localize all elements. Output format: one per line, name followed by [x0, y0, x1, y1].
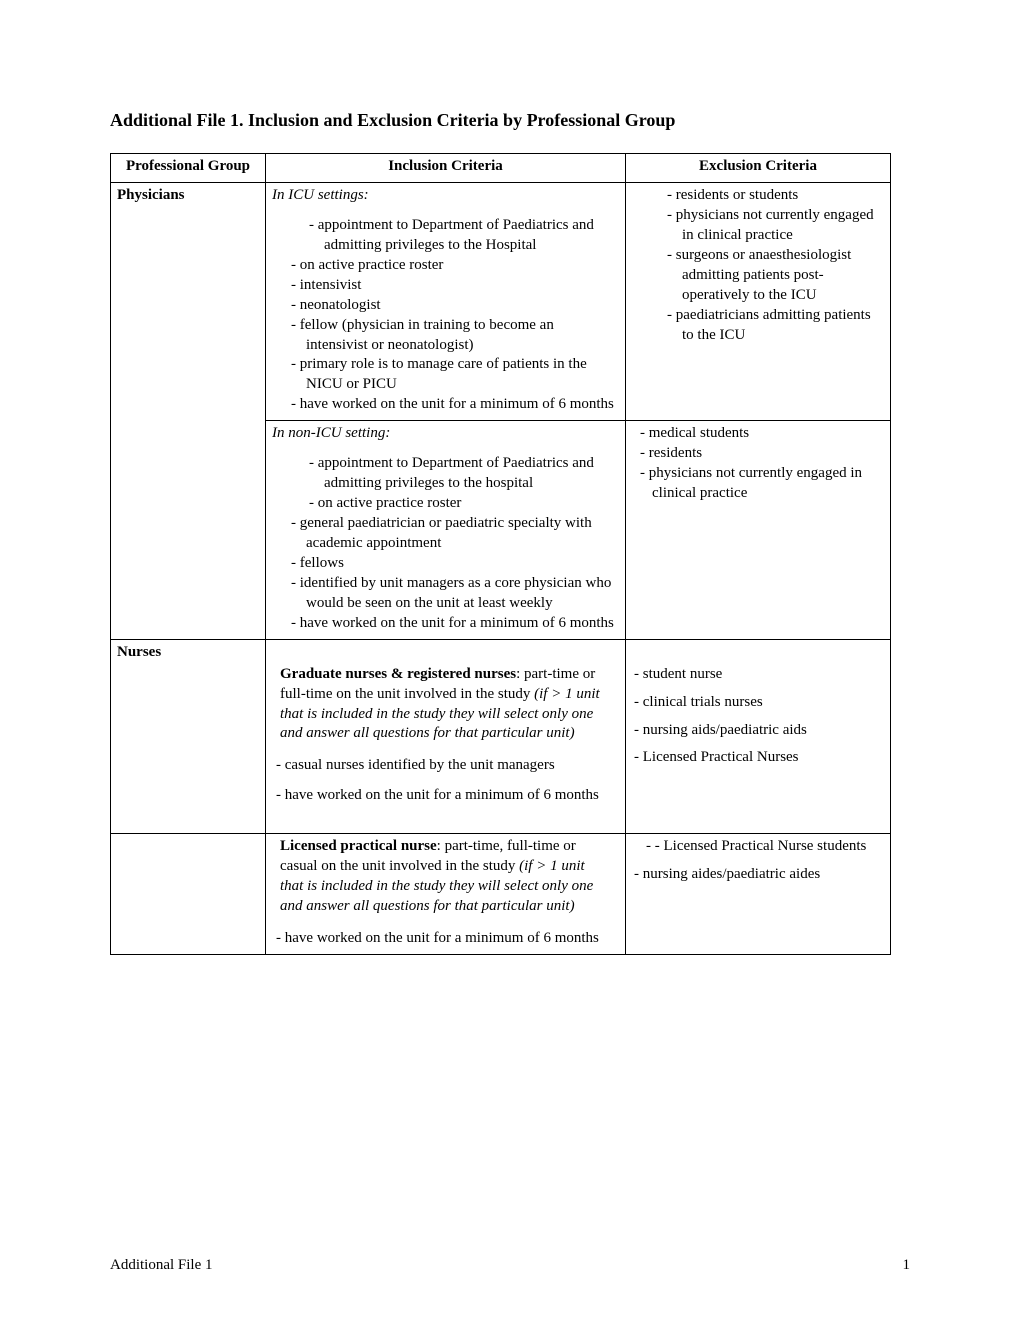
- list-item: fellows: [306, 554, 619, 574]
- header-exclusion: Exclusion Criteria: [626, 154, 891, 183]
- list-item: have worked on the unit for a minimum of…: [306, 614, 619, 634]
- table-row: Licensed practical nurse: part-time, ful…: [111, 834, 891, 955]
- header-group: Professional Group: [111, 154, 266, 183]
- physicians-nonicu-exclusion: medical students residents physicians no…: [626, 421, 891, 639]
- icu-inclusion-list: appointment to Department of Paediatrics…: [292, 216, 619, 415]
- list-item: fellow (physician in training to become …: [306, 316, 619, 356]
- list-item: have worked on the unit for a minimum of…: [306, 395, 619, 415]
- criteria-table: Professional Group Inclusion Criteria Ex…: [110, 153, 891, 955]
- lpn-lead-bold: Licensed practical nurse: [280, 838, 437, 854]
- list-item: Licensed Practical Nurses: [646, 748, 884, 768]
- list-item: physicians not currently engaged in clin…: [652, 464, 884, 504]
- physicians-nonicu-inclusion: In non-ICU setting: appointment to Depar…: [266, 421, 626, 639]
- document-page: Additional File 1. Inclusion and Exclusi…: [0, 0, 1020, 1320]
- list-item: intensivist: [306, 276, 619, 296]
- page-footer: Additional File 1 1: [110, 1257, 910, 1274]
- list-item: medical students: [652, 424, 884, 444]
- nonicu-heading: In non-ICU setting:: [272, 425, 390, 441]
- list-item: on active practice roster: [324, 494, 619, 514]
- lpn-inclusion-list: have worked on the unit for a minimum of…: [272, 929, 619, 949]
- list-item: have worked on the unit for a minimum of…: [288, 929, 619, 949]
- list-item: have worked on the unit for a minimum of…: [288, 786, 619, 806]
- nurses-inclusion-list: casual nurses identified by the unit man…: [272, 756, 619, 776]
- list-item: identified by unit managers as a core ph…: [306, 574, 619, 614]
- list-item: residents: [652, 444, 884, 464]
- list-item: surgeons or anaesthesiologist admitting …: [682, 246, 884, 306]
- list-item: student nurse: [646, 665, 884, 685]
- footer-right: 1: [903, 1257, 911, 1274]
- table-row: Physicians In ICU settings: appointment …: [111, 182, 891, 420]
- nurses-exclusion: student nurse clinical trials nurses nur…: [626, 639, 891, 834]
- list-item: general paediatrician or paediatric spec…: [306, 514, 619, 554]
- list-item: - Licensed Practical Nurse students: [646, 837, 884, 857]
- list-item: clinical trials nurses: [646, 693, 884, 713]
- nonicu-inclusion-list: appointment to Department of Paediatrics…: [292, 454, 619, 633]
- lpn-exc1-text: Licensed Practical Nurse students: [664, 838, 867, 854]
- physicians-icu-inclusion: In ICU settings: appointment to Departme…: [266, 182, 626, 420]
- list-item: casual nurses identified by the unit man…: [288, 756, 619, 776]
- physicians-icu-exclusion: residents or students physicians not cur…: [626, 182, 891, 420]
- lpn-lead: Licensed practical nurse: part-time, ful…: [272, 837, 619, 917]
- list-item: primary role is to manage care of patien…: [306, 355, 619, 395]
- nurses-lead: Graduate nurses & registered nurses: par…: [272, 665, 619, 745]
- lpn-inclusion: Licensed practical nurse: part-time, ful…: [266, 834, 626, 955]
- list-item: on active practice roster: [306, 256, 619, 276]
- list-item: appointment to Department of Paediatrics…: [324, 454, 619, 494]
- nurses-inclusion-list2: have worked on the unit for a minimum of…: [272, 786, 619, 806]
- header-inclusion: Inclusion Criteria: [266, 154, 626, 183]
- icu-exclusion-list: residents or students physicians not cur…: [668, 186, 884, 346]
- icu-heading: In ICU settings:: [272, 187, 369, 203]
- page-title: Additional File 1. Inclusion and Exclusi…: [110, 110, 910, 131]
- nurses-lead-bold: Graduate nurses & registered nurses: [280, 666, 516, 682]
- list-item: nursing aids/paediatric aids: [646, 721, 884, 741]
- list-item: nursing aides/paediatric aides: [646, 865, 884, 885]
- list-item: appointment to Department of Paediatrics…: [324, 216, 619, 256]
- list-item: paediatricians admitting patients to the…: [682, 306, 884, 346]
- lpn-exclusion: - Licensed Practical Nurse students nurs…: [626, 834, 891, 955]
- list-item: neonatologist: [306, 296, 619, 316]
- table-header-row: Professional Group Inclusion Criteria Ex…: [111, 154, 891, 183]
- footer-left: Additional File 1: [110, 1257, 213, 1274]
- lpn-exclusion-list: - Licensed Practical Nurse students: [632, 837, 884, 857]
- nurses-exclusion-list: student nurse: [632, 665, 884, 685]
- group-nurses: Nurses: [111, 639, 266, 834]
- nonicu-exclusion-list: medical students residents physicians no…: [632, 424, 884, 504]
- list-item: physicians not currently engaged in clin…: [682, 206, 884, 246]
- nurses-inclusion: Graduate nurses & registered nurses: par…: [266, 639, 626, 834]
- list-item: residents or students: [682, 186, 884, 206]
- table-row: Nurses Graduate nurses & registered nurs…: [111, 639, 891, 834]
- group-lpn: [111, 834, 266, 955]
- group-physicians: Physicians: [111, 182, 266, 639]
